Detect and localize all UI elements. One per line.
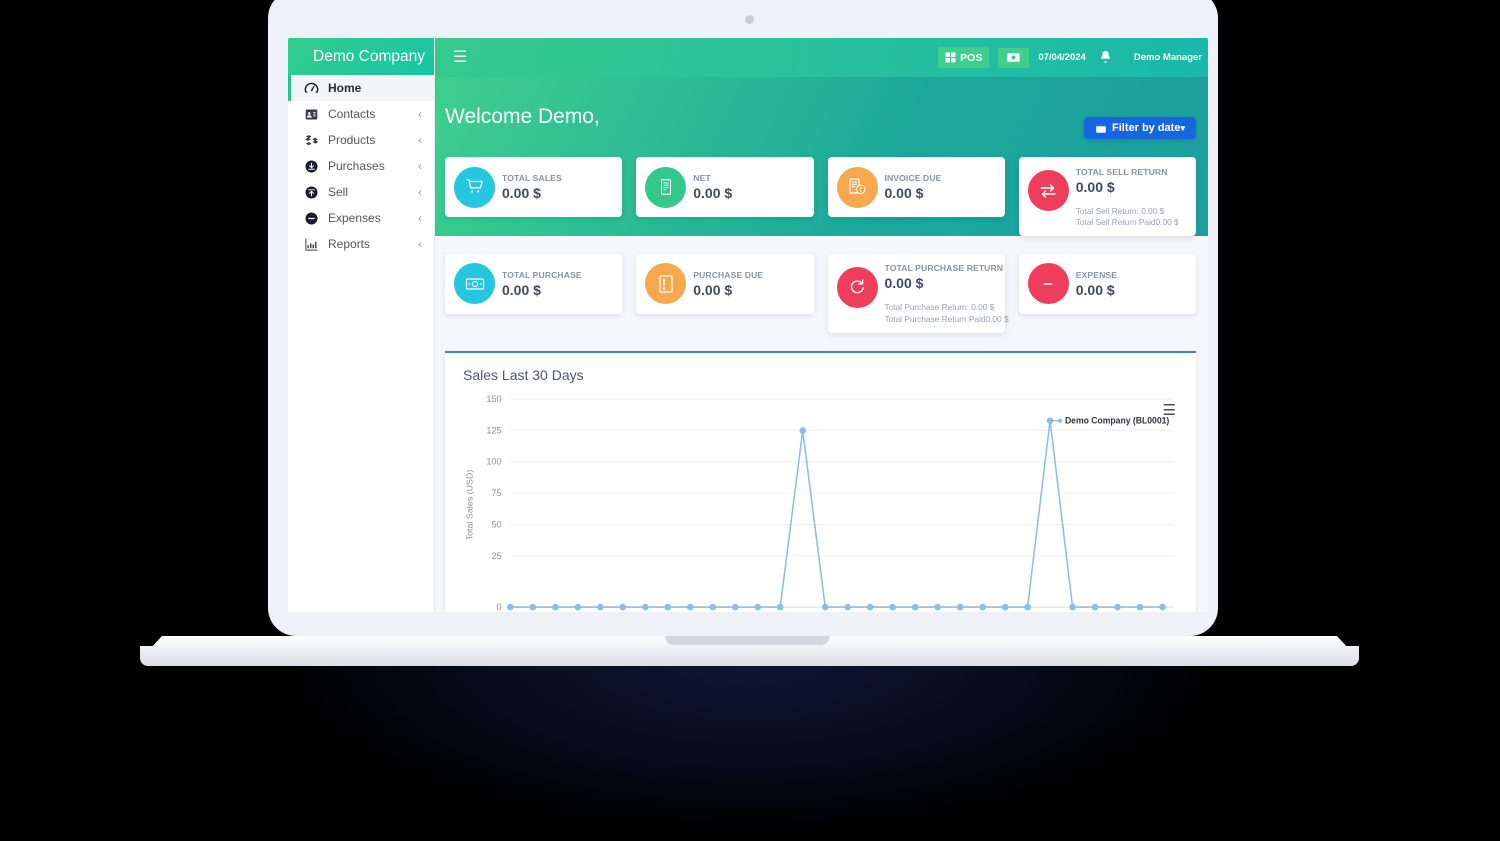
svg-text:150: 150 xyxy=(486,394,501,404)
svg-text:125: 125 xyxy=(486,425,501,435)
svg-text:100: 100 xyxy=(486,456,501,466)
svg-text:50: 50 xyxy=(491,519,501,529)
svg-text:75: 75 xyxy=(491,488,501,498)
svg-text:0: 0 xyxy=(497,602,502,612)
svg-text:Demo Company (BL0001): Demo Company (BL0001) xyxy=(1065,415,1169,425)
svg-text:25: 25 xyxy=(491,550,501,560)
svg-text:Total Sales (USD): Total Sales (USD) xyxy=(465,469,475,540)
